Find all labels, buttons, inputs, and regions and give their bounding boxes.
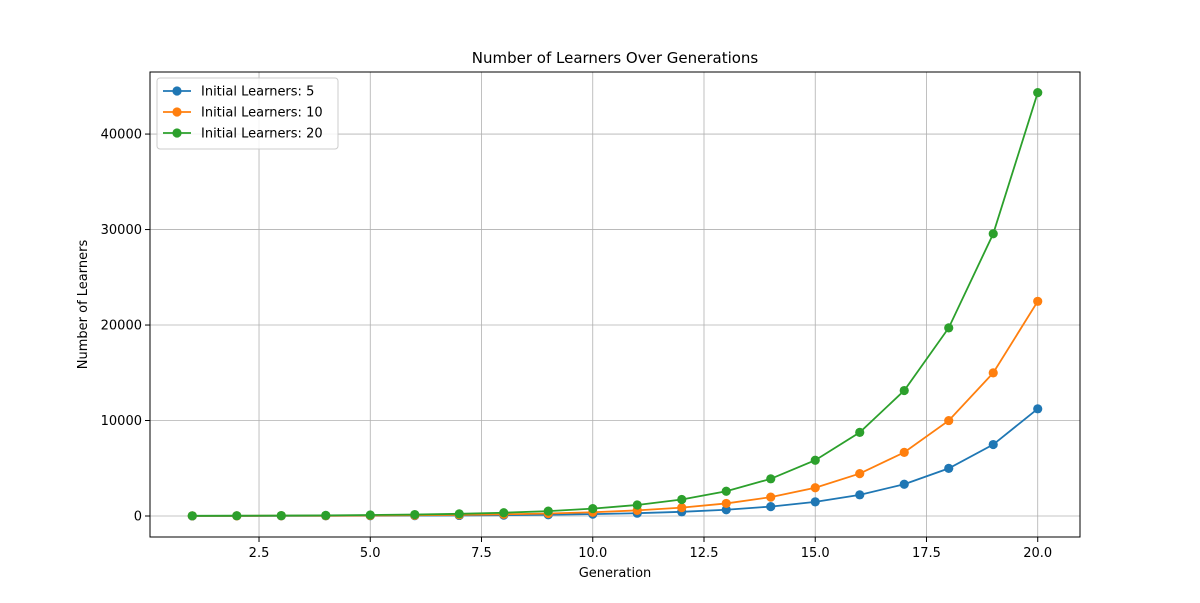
data-point [855, 427, 865, 437]
data-point [1033, 296, 1043, 306]
data-point [543, 506, 553, 516]
y-tick-label: 10000 [101, 414, 142, 429]
data-point [677, 503, 687, 513]
x-tick-label: 20.0 [1023, 546, 1052, 561]
x-tick-label: 17.5 [912, 546, 941, 561]
legend: Initial Learners: 5 Initial Learners: 10 I… [156, 77, 339, 150]
x-axis-label: Generation [579, 566, 652, 581]
legend-box [156, 77, 339, 150]
x-axis-ticks: 2.5 5.0 7.5 10.0 12.5 15.0 17.5 20.0 [249, 537, 1052, 561]
data-point [677, 494, 687, 505]
data-point [410, 509, 420, 520]
y-tick-label: 40000 [101, 128, 142, 143]
legend-marker [172, 86, 182, 96]
series-1 [187, 404, 1043, 521]
x-tick-label: 10.0 [578, 546, 607, 561]
data-point [499, 508, 509, 518]
data-point [944, 323, 954, 333]
x-tick-label: 15.0 [801, 546, 830, 561]
x-tick-label: 2.5 [249, 546, 270, 561]
legend-label: Initial Learners: 20 [201, 127, 323, 142]
legend-item: Initial Learners: 20 [163, 127, 323, 142]
data-point [276, 510, 286, 521]
data-point [988, 439, 998, 450]
data-point [721, 505, 731, 515]
data-point [588, 504, 598, 514]
legend-item: Initial Learners: 5 [163, 85, 314, 100]
y-axis-ticks: 0 10000 20000 30000 40000 [101, 128, 150, 524]
legend-marker [172, 107, 182, 117]
data-point [766, 501, 776, 512]
x-tick-label: 5.0 [360, 546, 381, 561]
data-point [321, 510, 331, 520]
data-point [944, 463, 954, 473]
data-point [721, 486, 731, 496]
data-point [187, 511, 197, 521]
data-point [810, 483, 820, 493]
data-point [899, 447, 909, 457]
data-point [721, 498, 731, 509]
data-point [454, 509, 464, 519]
data-point [855, 490, 865, 500]
data-point [766, 474, 776, 484]
y-tick-label: 0 [134, 509, 142, 524]
data-point [855, 468, 865, 479]
data-point [1033, 404, 1043, 414]
legend-item: Initial Learners: 10 [163, 106, 323, 121]
x-tick-label: 7.5 [471, 546, 492, 561]
data-point [1033, 88, 1043, 98]
series-line [192, 300, 1039, 517]
legend-label: Initial Learners: 10 [201, 106, 323, 121]
y-tick-label: 30000 [101, 223, 142, 238]
plot-frame [149, 71, 1081, 538]
data-point [365, 510, 375, 520]
y-tick-label: 20000 [101, 319, 142, 334]
data-point [810, 455, 820, 465]
data-point [988, 229, 998, 239]
data-point [766, 492, 776, 502]
data-point [899, 385, 909, 396]
grid-lines [150, 72, 1080, 537]
legend-marker [172, 128, 182, 138]
series-line [192, 408, 1039, 517]
data-point [810, 497, 820, 507]
data-point [988, 368, 998, 378]
series-3 [187, 88, 1043, 521]
data-point [232, 511, 242, 521]
series-2 [187, 296, 1043, 521]
legend-label: Initial Learners: 5 [201, 85, 314, 100]
x-tick-label: 12.5 [690, 546, 719, 561]
series-group [187, 88, 1043, 521]
data-point [899, 479, 909, 489]
chart-title: Number of Learners Over Generations [472, 49, 759, 67]
data-point [632, 500, 642, 510]
data-point [944, 415, 954, 426]
series-line [192, 92, 1039, 517]
y-axis-label: Number of Learners [76, 240, 91, 370]
